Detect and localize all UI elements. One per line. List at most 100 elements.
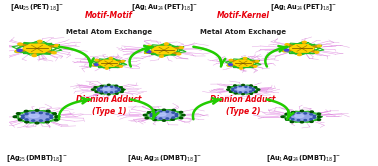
Polygon shape xyxy=(289,112,315,121)
Circle shape xyxy=(95,59,98,61)
Text: (Type 2): (Type 2) xyxy=(226,107,260,116)
Polygon shape xyxy=(154,112,174,118)
Circle shape xyxy=(232,90,234,91)
Circle shape xyxy=(25,113,28,115)
Circle shape xyxy=(13,116,17,118)
Polygon shape xyxy=(292,114,311,120)
Circle shape xyxy=(297,54,301,56)
Circle shape xyxy=(105,92,107,93)
Circle shape xyxy=(54,45,59,47)
Polygon shape xyxy=(152,46,176,54)
Text: [Ag$_1$Au$_{24}$(PET)$_{18}$]$^{-}$: [Ag$_1$Au$_{24}$(PET)$_{18}$]$^{-}$ xyxy=(270,2,337,13)
Circle shape xyxy=(171,119,174,120)
Text: Dianion Adduct: Dianion Adduct xyxy=(210,95,276,104)
Circle shape xyxy=(119,87,122,88)
Circle shape xyxy=(310,121,313,122)
Polygon shape xyxy=(237,88,245,90)
Polygon shape xyxy=(235,87,251,92)
Polygon shape xyxy=(232,86,254,93)
Circle shape xyxy=(175,114,178,115)
Circle shape xyxy=(318,116,321,118)
Circle shape xyxy=(100,91,102,92)
Circle shape xyxy=(15,50,20,52)
Polygon shape xyxy=(295,115,304,118)
Circle shape xyxy=(243,57,246,59)
Circle shape xyxy=(250,85,253,86)
Text: [Ag$_{25}$(DMBT)$_{18}$]$^{-}$: [Ag$_{25}$(DMBT)$_{18}$]$^{-}$ xyxy=(6,153,68,164)
Circle shape xyxy=(284,49,289,51)
Circle shape xyxy=(147,112,150,113)
Circle shape xyxy=(55,116,59,118)
Circle shape xyxy=(39,112,42,114)
Circle shape xyxy=(153,112,156,113)
Circle shape xyxy=(145,52,149,53)
Circle shape xyxy=(122,89,124,90)
Circle shape xyxy=(118,90,120,91)
Circle shape xyxy=(281,116,284,118)
Circle shape xyxy=(172,112,175,113)
Polygon shape xyxy=(101,87,117,92)
Circle shape xyxy=(35,110,39,111)
Circle shape xyxy=(153,110,156,111)
Circle shape xyxy=(159,111,162,112)
Circle shape xyxy=(234,91,237,92)
Circle shape xyxy=(50,115,53,116)
Circle shape xyxy=(318,119,321,120)
Circle shape xyxy=(94,87,97,88)
Circle shape xyxy=(153,119,156,121)
Circle shape xyxy=(46,119,49,120)
Circle shape xyxy=(100,93,103,94)
Polygon shape xyxy=(290,45,314,52)
Circle shape xyxy=(46,110,50,112)
Circle shape xyxy=(242,84,244,86)
Circle shape xyxy=(252,88,254,89)
Circle shape xyxy=(254,66,257,67)
Polygon shape xyxy=(23,44,51,52)
Polygon shape xyxy=(99,60,119,66)
Circle shape xyxy=(227,65,231,66)
Circle shape xyxy=(242,93,244,95)
Circle shape xyxy=(164,43,168,45)
Circle shape xyxy=(143,114,147,116)
Polygon shape xyxy=(23,44,51,52)
Circle shape xyxy=(229,91,232,92)
Circle shape xyxy=(25,119,28,120)
Circle shape xyxy=(32,120,35,121)
Circle shape xyxy=(25,110,28,112)
Circle shape xyxy=(94,64,98,65)
Circle shape xyxy=(121,91,123,92)
Circle shape xyxy=(98,88,99,89)
Circle shape xyxy=(119,66,122,67)
Circle shape xyxy=(21,115,24,116)
Circle shape xyxy=(249,87,252,88)
Circle shape xyxy=(245,86,247,87)
Circle shape xyxy=(162,120,166,121)
Circle shape xyxy=(285,44,289,45)
Circle shape xyxy=(115,91,118,92)
Circle shape xyxy=(160,55,163,57)
Circle shape xyxy=(159,118,162,119)
Circle shape xyxy=(46,113,49,115)
Circle shape xyxy=(297,113,300,114)
Circle shape xyxy=(318,113,321,115)
Text: [Au$_1$Ag$_{24}$(DMBT)$_{18}$]$^{-}$: [Au$_1$Ag$_{24}$(DMBT)$_{18}$]$^{-}$ xyxy=(266,153,341,164)
Circle shape xyxy=(254,87,257,88)
Circle shape xyxy=(317,45,321,47)
Circle shape xyxy=(172,117,175,118)
Text: [Au$_1$Ag$_{24}$(DMBT)$_{18}$]$^{-}$: [Au$_1$Ag$_{24}$(DMBT)$_{18}$]$^{-}$ xyxy=(127,153,201,164)
Circle shape xyxy=(249,91,252,92)
Circle shape xyxy=(98,90,99,91)
Text: Metal Atom Exchange: Metal Atom Exchange xyxy=(200,29,286,35)
Circle shape xyxy=(93,65,96,66)
Polygon shape xyxy=(233,60,253,66)
Circle shape xyxy=(313,115,316,116)
Text: (Type 1): (Type 1) xyxy=(91,107,126,116)
Circle shape xyxy=(302,41,306,43)
Circle shape xyxy=(146,51,151,53)
Polygon shape xyxy=(290,45,314,52)
Polygon shape xyxy=(99,60,119,66)
Circle shape xyxy=(95,91,98,92)
Text: Motif-Kernel: Motif-Kernel xyxy=(217,11,270,20)
Text: [Au$_{25}$(PET)$_{18}$]$^{-}$: [Au$_{25}$(PET)$_{18}$]$^{-}$ xyxy=(10,2,64,13)
Circle shape xyxy=(32,112,35,114)
